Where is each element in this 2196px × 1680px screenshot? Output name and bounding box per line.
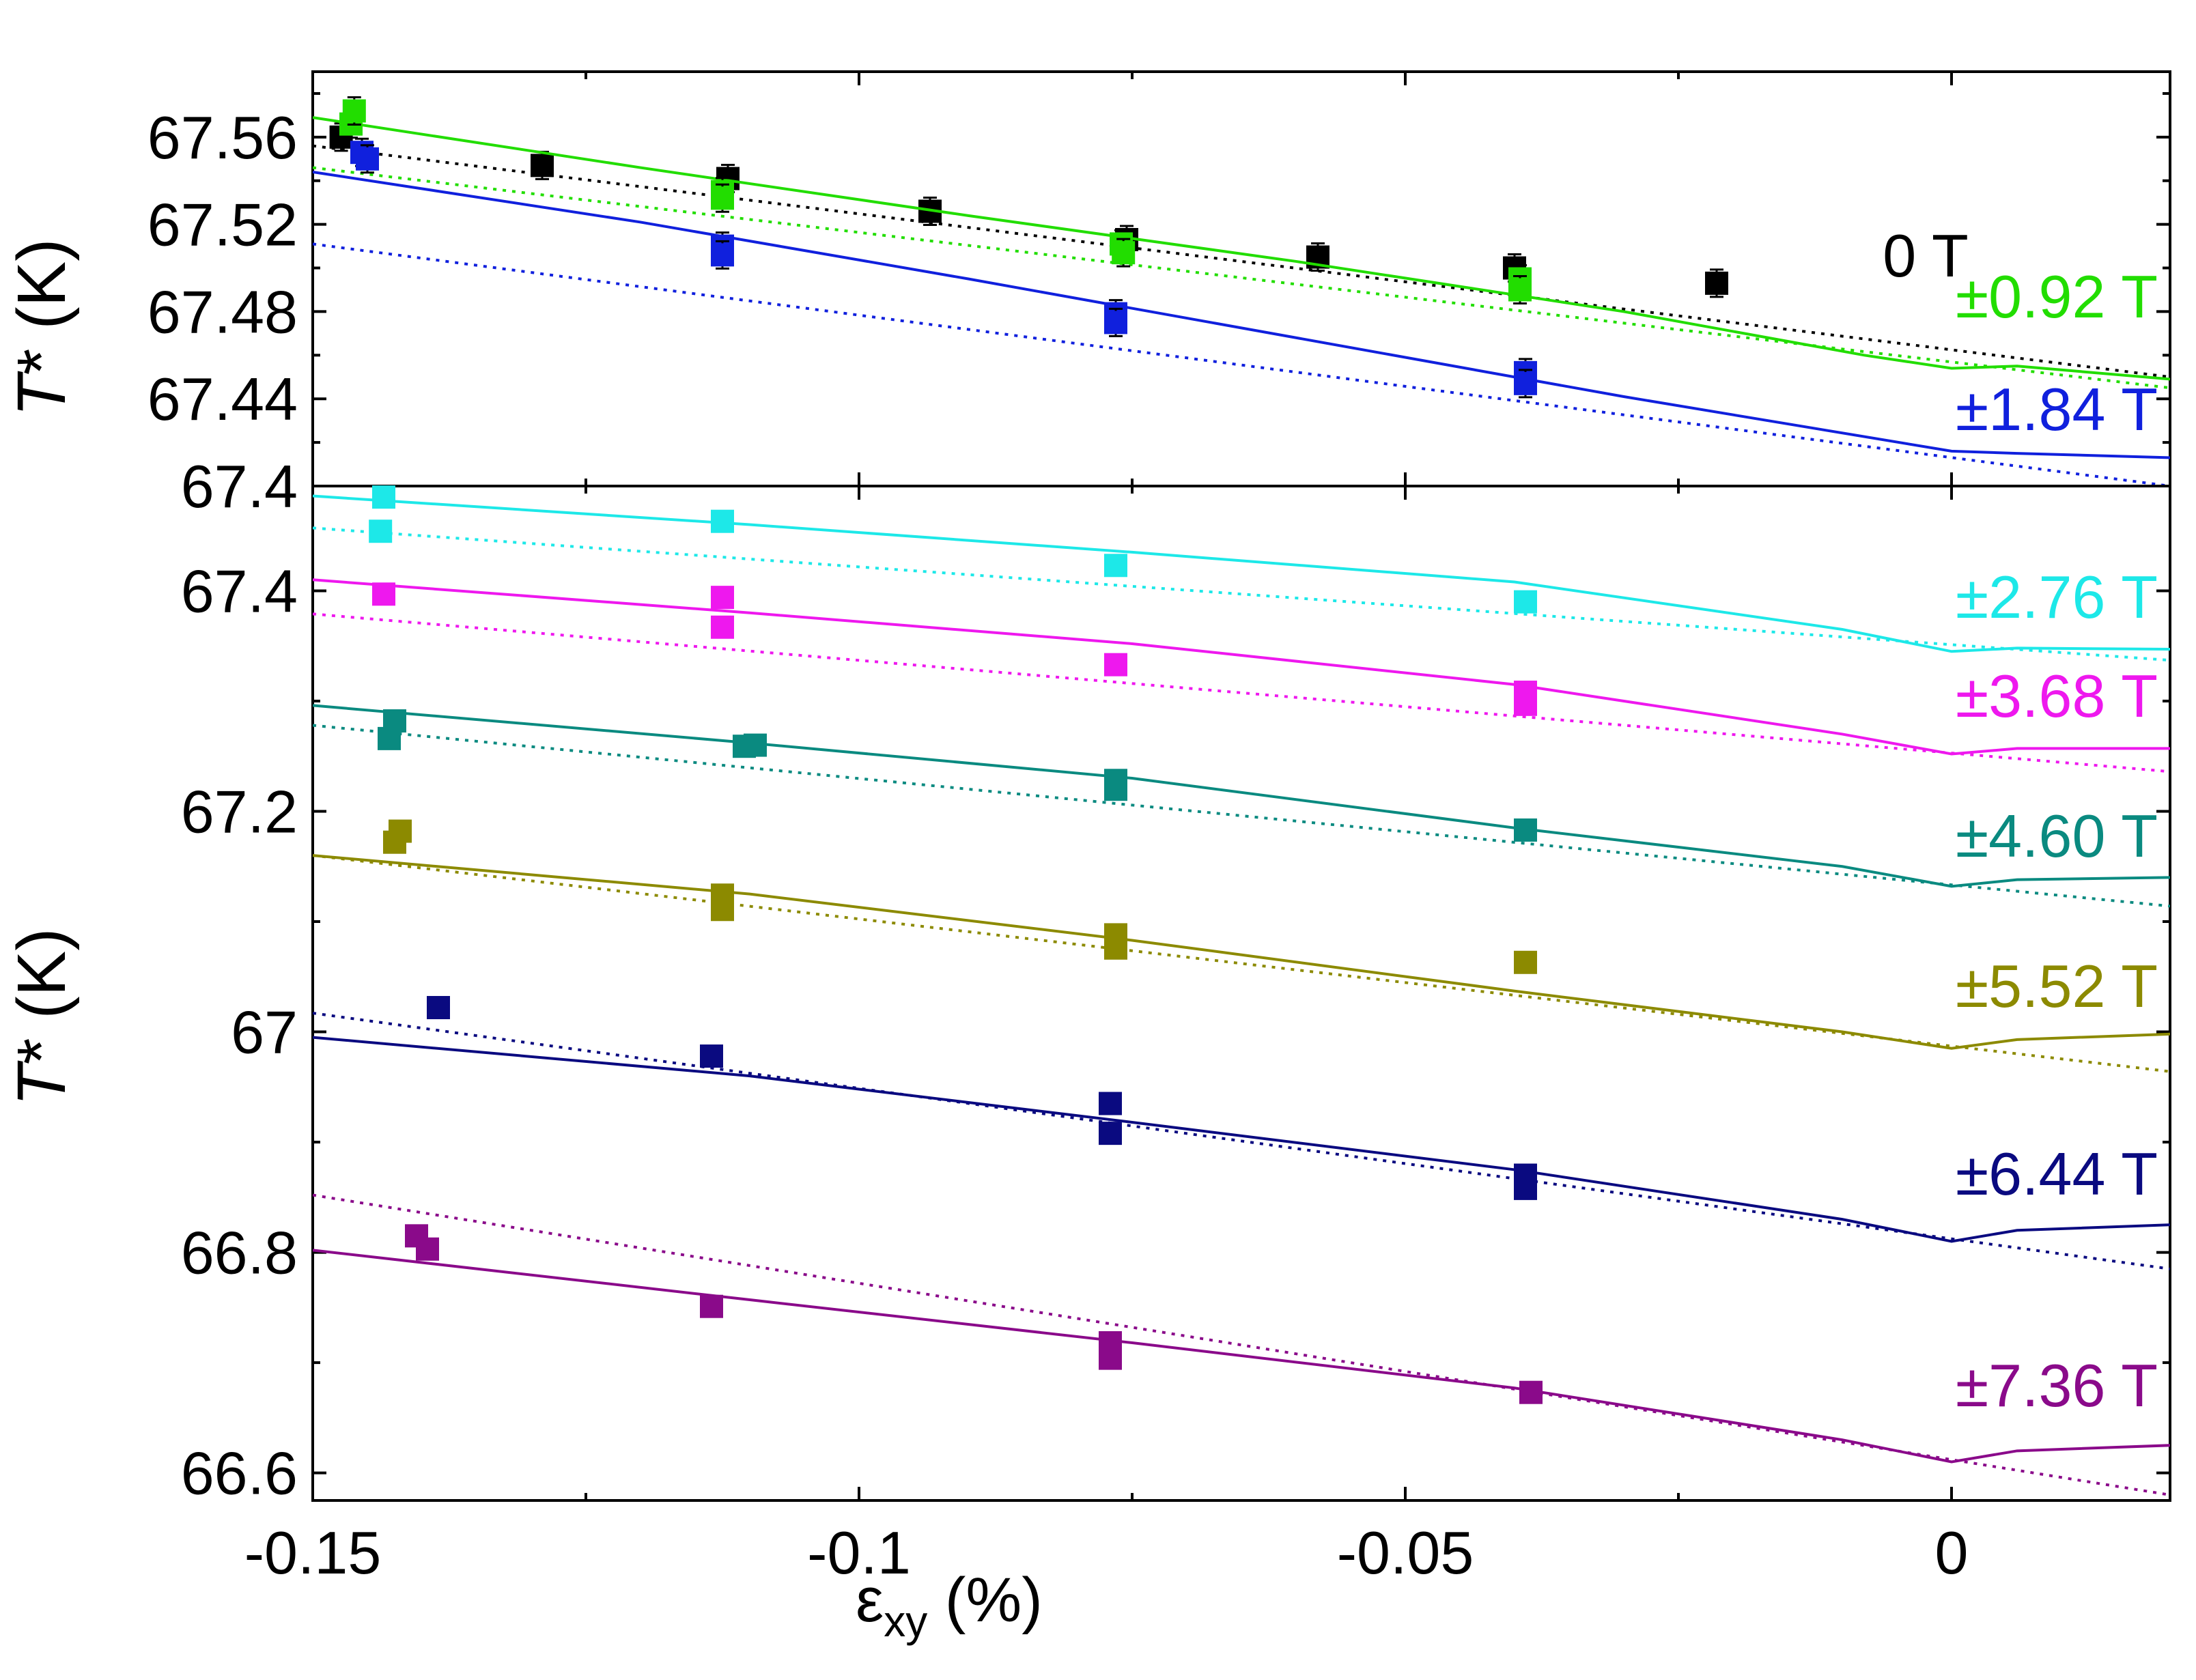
model-line-bottom-6p44T <box>312 1036 2171 1243</box>
fit-line-bottom-3p68T <box>312 612 2171 773</box>
data-point <box>711 243 734 267</box>
data-point <box>1514 818 1537 842</box>
top-y-tick-label: 67.48 <box>147 278 298 345</box>
fit-line-top-0p92T <box>312 166 2171 390</box>
data-point <box>531 154 554 177</box>
legend-label-top-0p92T: ±0.92 T <box>1956 263 2158 330</box>
data-point <box>1519 1380 1543 1404</box>
top-panel: 67.4 67.44 67.48 67.52 67.56 0 T±0.92 T ±1.84 … <box>147 70 2171 520</box>
x-axis-label: εxy (%) <box>856 1565 1043 1646</box>
legend-label-bottom-3p68T: ±3.68 T <box>1956 662 2158 730</box>
y-axis-label-bottom-unit: * (K) <box>3 928 80 1064</box>
bottom-y-tick-label: 66.8 <box>181 1219 298 1287</box>
model-line-bottom-5p52T <box>312 854 2171 1050</box>
data-point <box>369 519 393 543</box>
model-line-bottom-2p76T <box>312 494 2171 653</box>
data-point <box>356 147 379 171</box>
data-point <box>711 586 734 610</box>
bottom-y-tick-label: 66.6 <box>181 1440 298 1507</box>
data-point <box>711 509 734 533</box>
data-point <box>1705 271 1728 295</box>
data-point <box>1104 311 1127 334</box>
bottom-y-tick-label: 67.2 <box>181 778 298 845</box>
legend-label-bottom-4p60T: ±4.60 T <box>1956 802 2158 870</box>
data-point <box>711 615 734 639</box>
series-top-1p84T: ±1.84 T <box>312 137 2171 487</box>
data-point <box>1514 590 1537 614</box>
data-point <box>1104 778 1127 801</box>
data-point <box>1514 371 1537 395</box>
data-point <box>711 186 734 210</box>
x-axis-label-main: ε <box>856 1565 884 1635</box>
model-line-top-0p92T <box>312 116 2171 381</box>
bottom-y-tick-label: 67 <box>231 999 298 1066</box>
series-bottom-4p60T: ±4.60 T <box>312 704 2171 908</box>
data-point <box>711 898 734 922</box>
top-y-tick-label: 67.52 <box>147 191 298 259</box>
data-point <box>1112 241 1136 265</box>
data-point <box>1514 692 1537 716</box>
top-y-tick-label: 67.4 <box>181 453 298 520</box>
bottom-panel: 66.6 66.8 67 67.2 67.4 ±2.76 T ±3.68 T ±4.60 T ±… <box>181 485 2171 1507</box>
x-tick-label: -0.05 <box>1337 1519 1474 1586</box>
y-axis-label-top-symbol: T <box>3 371 80 417</box>
y-axis-label-bottom: T* (K) <box>3 928 80 1106</box>
series-top-0p92T: ±0.92 T <box>312 96 2171 390</box>
top-y-tick-label: 67.56 <box>147 104 298 171</box>
data-point <box>1099 1092 1122 1115</box>
data-point <box>1508 278 1532 302</box>
legend-label-bottom-2p76T: ±2.76 T <box>1956 563 2158 631</box>
data-point <box>416 1237 439 1261</box>
data-point <box>1104 554 1127 578</box>
x-axis-label-unit: (%) <box>927 1565 1043 1635</box>
data-point <box>372 485 395 509</box>
series-bottom-5p52T: ±5.52 T <box>312 819 2171 1073</box>
x-tick-label: -0.15 <box>244 1519 382 1586</box>
x-axis-label-sub: xy <box>884 1597 927 1646</box>
x-tick-label: 0 <box>1935 1519 1969 1586</box>
series-bottom-6p44T: ±6.44 T <box>312 995 2171 1270</box>
data-point <box>744 733 767 757</box>
fit-line-bottom-7p36T <box>312 1193 2171 1496</box>
fit-line-bottom-2p76T <box>312 526 2171 662</box>
data-point <box>700 1044 723 1068</box>
top-y-tick-label: 67.44 <box>147 365 298 433</box>
data-point <box>1099 1346 1122 1370</box>
model-line-bottom-4p60T <box>312 704 2171 888</box>
data-point <box>378 726 401 750</box>
data-point <box>1104 936 1127 960</box>
legend-label-top-0T: 0 T <box>1883 222 1969 289</box>
fit-line-top-0T <box>312 144 2171 379</box>
series-bottom-7p36T: ±7.36 T <box>312 1193 2171 1496</box>
fit-line-top-1p84T <box>312 242 2171 487</box>
data-point <box>700 1294 723 1318</box>
data-point <box>383 830 406 854</box>
legend-label-top-1p84T: ±1.84 T <box>1956 375 2158 443</box>
y-axis-label-top-unit: * (K) <box>3 238 80 375</box>
data-point <box>1514 950 1537 974</box>
fit-line-bottom-6p44T <box>312 1012 2171 1270</box>
x-tick-label: -0.1 <box>807 1519 911 1586</box>
series-bottom-2p76T: ±2.76 T <box>312 485 2171 662</box>
y-axis-label-top: T* (K) <box>3 238 80 416</box>
data-point <box>427 995 450 1019</box>
y-axis-label-bottom-symbol: T <box>3 1061 80 1107</box>
legend-label-bottom-7p36T: ±7.36 T <box>1956 1352 2158 1419</box>
data-point <box>342 99 366 123</box>
data-point <box>1514 1176 1537 1200</box>
legend-label-bottom-6p44T: ±6.44 T <box>1956 1140 2158 1208</box>
bottom-plot-frame <box>311 485 2171 1502</box>
model-line-bottom-7p36T <box>312 1249 2171 1464</box>
model-line-bottom-3p68T <box>312 578 2170 756</box>
legend-label-bottom-5p52T: ±5.52 T <box>1956 952 2158 1020</box>
bottom-y-tick-label: 67.4 <box>181 557 298 625</box>
model-line-top-1p84T <box>312 170 2171 459</box>
data-point <box>372 582 395 606</box>
x-axis: -0.15 -0.1 -0.05 0 <box>244 1519 1969 1586</box>
data-point <box>1104 653 1127 677</box>
data-point <box>1099 1122 1122 1145</box>
series-bottom-3p68T: ±3.68 T <box>312 578 2171 773</box>
